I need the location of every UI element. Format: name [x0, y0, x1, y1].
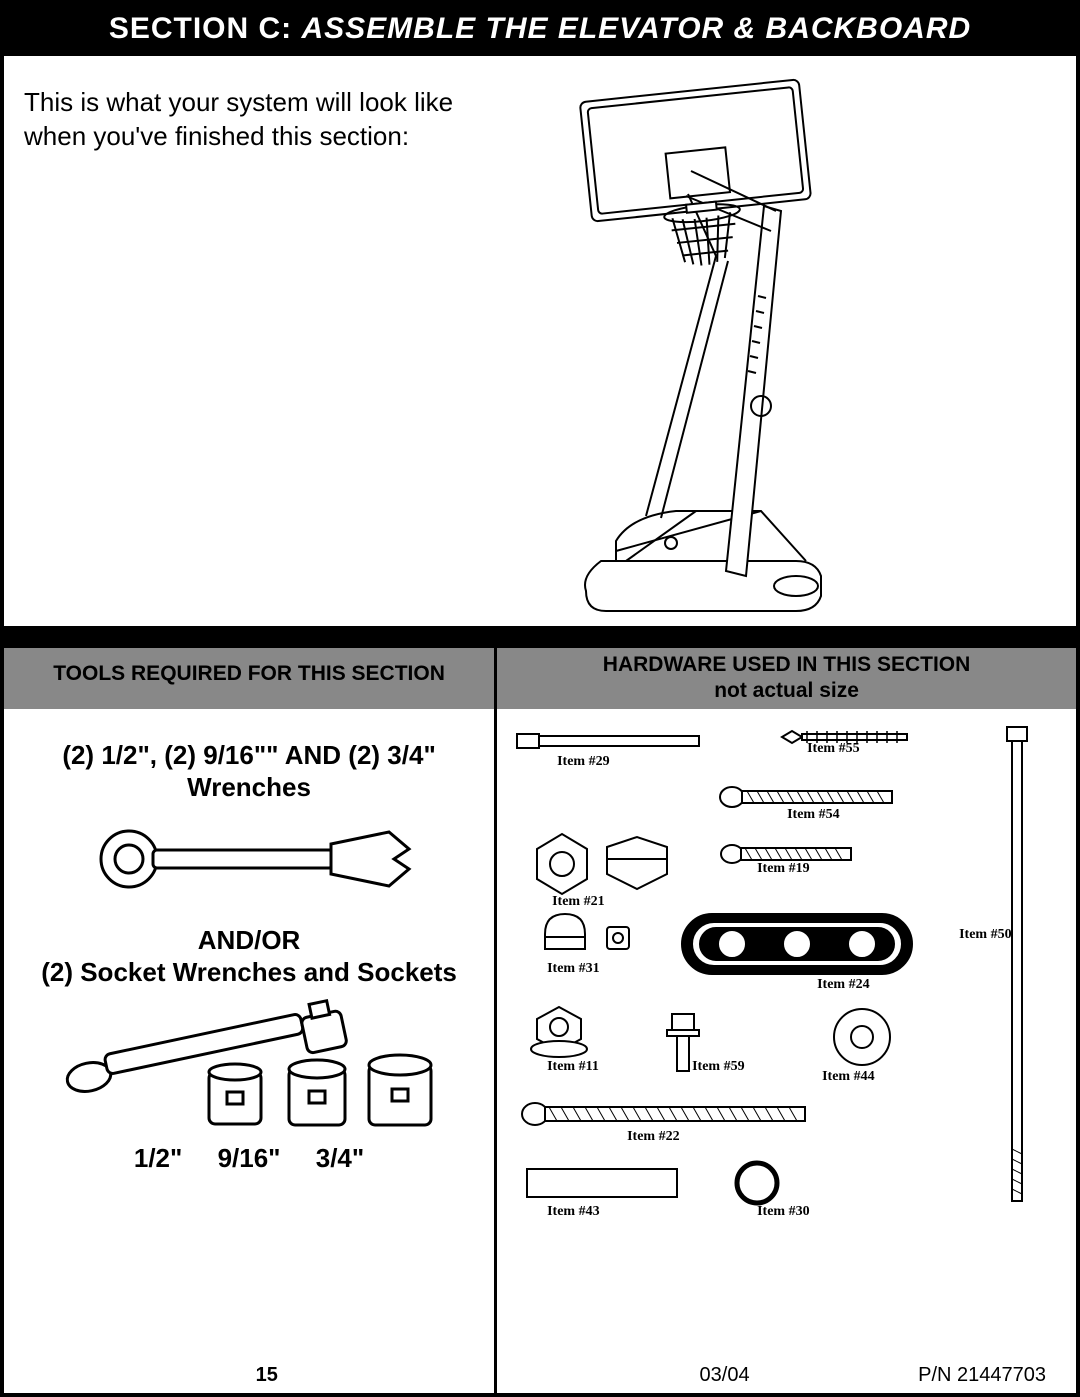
divider-black-bar: [4, 626, 1076, 648]
hardware-header-l1: HARDWARE USED IN THIS SECTION: [603, 653, 971, 676]
label-item-43: Item #43: [547, 1204, 600, 1220]
socket-line: (2) Socket Wrenches and Sockets: [41, 957, 457, 987]
label-item-30: Item #30: [757, 1204, 810, 1220]
part-number: P/N 21447703: [918, 1364, 1046, 1387]
socket-sizes: 1/2" 9/16" 3/4": [24, 1143, 474, 1174]
label-item-19: Item #19: [757, 861, 810, 877]
tools-column: (2) 1/2", (2) 9/16"" AND (2) 3/4" Wrench…: [4, 709, 497, 1394]
tools-header: TOOLS REQUIRED FOR THIS SECTION: [4, 648, 497, 709]
label-item-44: Item #44: [822, 1069, 875, 1085]
hoop-illustration: [516, 56, 946, 626]
upper-panel: This is what your system will look like …: [4, 56, 1076, 626]
label-item-29: Item #29: [557, 754, 610, 770]
wrench-icon: [79, 814, 419, 904]
page-footer: 15 03/04 P/N 21447703: [4, 1364, 1076, 1387]
label-item-55: Item #55: [807, 741, 860, 757]
label-item-54: Item #54: [787, 807, 840, 823]
label-item-21: Item #21: [552, 894, 605, 910]
label-item-59: Item #59: [692, 1059, 745, 1075]
wrenches-l1: (2) 1/2", (2) 9/16"" AND (2) 3/4": [62, 740, 435, 770]
intro-line1: This is what your system will look like: [24, 87, 453, 117]
size-916: 9/16": [218, 1143, 281, 1174]
hardware-header-l2: not actual size: [714, 679, 859, 702]
hardware-column: Item #29 Item #55 Item #54 Item #19 Item…: [497, 709, 1077, 1394]
wrenches-heading: (2) 1/2", (2) 9/16"" AND (2) 3/4" Wrench…: [24, 739, 474, 804]
hardware-header: HARDWARE USED IN THIS SECTION not actual…: [497, 648, 1076, 709]
hardware-illustration: [507, 719, 1067, 1279]
size-half: 1/2": [134, 1143, 182, 1174]
andor: AND/OR: [198, 925, 301, 955]
andor-heading: AND/OR (2) Socket Wrenches and Sockets: [24, 924, 474, 989]
intro-line2: when you've finished this section:: [24, 121, 409, 151]
label-item-50: Item #50: [959, 927, 1012, 943]
socket-wrench-icon: [49, 997, 449, 1137]
label-item-24: Item #24: [817, 977, 870, 993]
manual-page: SECTION C: ASSEMBLE THE ELEVATOR & BACKB…: [0, 0, 1080, 1397]
wrenches-l2: Wrenches: [187, 772, 311, 802]
page-number: 15: [34, 1364, 500, 1387]
lower-panel: (2) 1/2", (2) 9/16"" AND (2) 3/4" Wrench…: [4, 709, 1076, 1394]
label-item-22: Item #22: [627, 1129, 680, 1145]
label-item-31: Item #31: [547, 961, 600, 977]
size-34: 3/4": [316, 1143, 364, 1174]
label-item-11: Item #11: [547, 1059, 599, 1075]
section-title-bar: SECTION C: ASSEMBLE THE ELEVATOR & BACKB…: [4, 4, 1076, 56]
intro-text: This is what your system will look like …: [24, 86, 454, 154]
title-italic: ASSEMBLE THE ELEVATOR & BACKBOARD: [301, 12, 971, 45]
subheader-row: TOOLS REQUIRED FOR THIS SECTION HARDWARE…: [4, 648, 1076, 709]
title-prefix: SECTION C:: [109, 12, 302, 45]
